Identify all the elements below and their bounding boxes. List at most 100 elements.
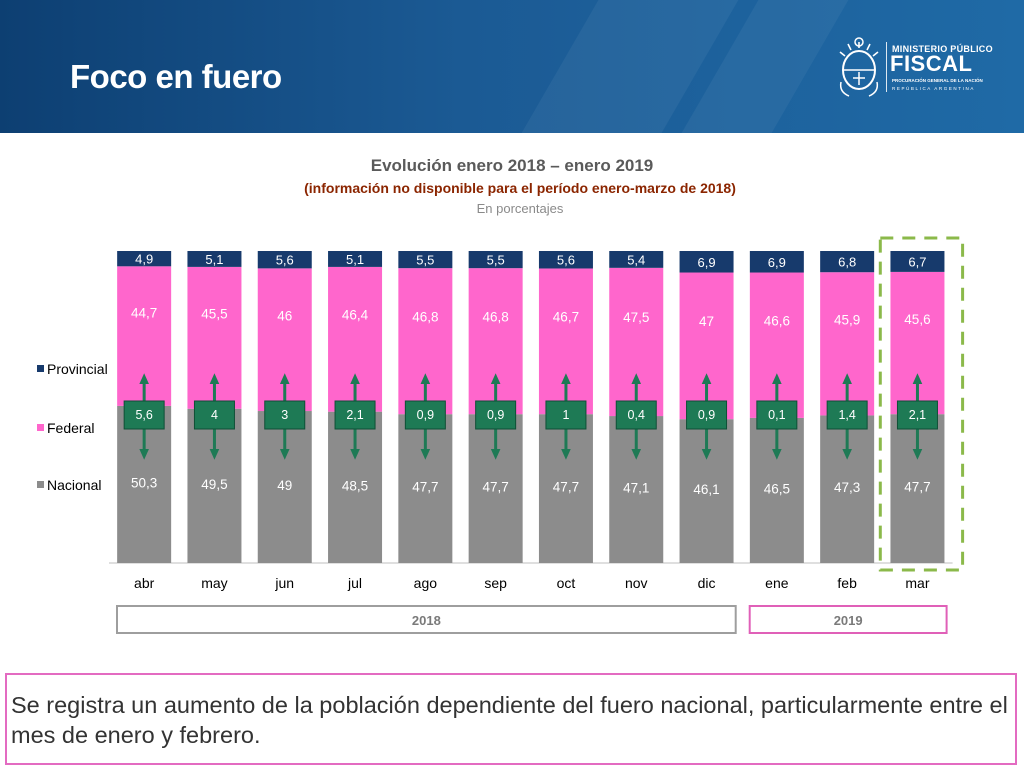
year-label-2018: 2018 [412,613,441,628]
tick-label-sep: sep [484,575,507,591]
tick-label-abr: abr [134,575,155,591]
tick-label-mar: mar [905,575,929,591]
bar-provincial-nov [609,251,664,268]
legend-swatch-nacional [37,481,44,488]
legend-swatch-provincial [37,365,44,372]
label-provincial-jul: 5,1 [346,252,364,267]
label-provincial-mar: 6,7 [908,254,926,269]
legend-swatch-federal [37,424,44,431]
bar-provincial-abr [117,251,172,267]
label-federal-nov: 47,5 [623,310,649,325]
diff-label-nov: 0,4 [628,408,645,422]
label-nacional-ene: 46,5 [764,481,790,496]
bar-provincial-may [187,251,242,267]
label-nacional-feb: 47,3 [834,480,860,495]
diff-label-mar: 2,1 [909,408,926,422]
bar-provincial-ene [749,251,804,273]
diff-box-may [193,400,235,430]
bar-provincial-ago [398,251,453,269]
label-nacional-ago: 47,7 [412,480,438,495]
label-provincial-ene: 6,9 [768,255,786,270]
label-provincial-oct: 5,6 [557,253,575,268]
logo-line-3: PROCURACIÓN GENERAL DE LA NACIÓN [892,78,983,83]
diff-box-sep [475,400,517,430]
conclusion-box: Se registra un aumento de la población d… [5,673,1017,765]
conclusion-text: Se registra un aumento de la población d… [11,692,1008,748]
bar-provincial-sep [468,251,523,269]
tick-label-jul: jul [347,575,362,591]
label-nacional-abr: 50,3 [131,475,157,490]
label-nacional-may: 49,5 [201,477,227,492]
logo-line-1: MINISTERIO PÚBLICO [892,44,993,54]
diff-box-dic [686,400,728,430]
tick-label-feb: feb [837,575,857,591]
label-federal-jun: 46 [277,308,292,323]
diff-box-nov [615,400,657,430]
diff-label-ene: 0,1 [768,408,785,422]
chart-subtitle: (información no disponible para el perío… [304,180,736,196]
label-provincial-ago: 5,5 [416,253,434,268]
diff-box-oct [545,400,587,430]
year-bracket-2019 [748,605,948,634]
diff-label-jun: 3 [281,408,288,422]
logo-line-2: FISCAL [890,51,973,76]
label-federal-dic: 47 [699,314,714,329]
legend-label-nacional: Nacional [47,477,101,493]
bar-provincial-jul [328,251,383,267]
diff-box-abr [123,400,165,430]
header-band: Foco en fuero MINISTERIO PÚBLICO FISCAL … [0,0,1024,133]
label-federal-ene: 46,6 [764,314,790,329]
label-provincial-abr: 4,9 [135,252,153,267]
tick-label-oct: oct [557,575,576,591]
diff-box-feb [826,400,868,430]
label-provincial-may: 5,1 [205,252,223,267]
label-nacional-jun: 49 [277,478,292,493]
diff-label-may: 4 [211,408,218,422]
year-label-2019: 2019 [834,613,863,628]
coat-of-arms-icon [839,37,879,97]
tick-label-dic: dic [698,575,716,591]
diff-label-ago: 0,9 [417,408,434,422]
tick-label-ene: ene [765,575,789,591]
diff-box-jun [264,400,306,430]
diff-label-abr: 5,6 [135,408,152,422]
label-federal-feb: 45,9 [834,312,860,327]
highlight-box-mar [878,236,965,572]
tick-label-may: may [201,575,227,591]
tick-label-ago: ago [414,575,438,591]
label-federal-may: 45,5 [201,307,227,322]
diff-label-sep: 0,9 [487,408,504,422]
label-federal-oct: 46,7 [553,310,579,325]
label-provincial-dic: 6,9 [698,255,716,270]
label-provincial-nov: 5,4 [627,252,645,267]
year-bracket-2018 [116,605,737,634]
diff-label-oct: 1 [562,408,569,422]
page-title: Foco en fuero [70,58,282,95]
label-federal-abr: 44,7 [131,305,157,320]
label-federal-mar: 45,6 [904,312,930,327]
diff-box-ene [756,400,798,430]
chart-note: En porcentajes [477,201,564,216]
logo-line-4: REPÚBLICA ARGENTINA [892,86,975,91]
bar-provincial-oct [538,251,593,269]
label-nacional-jul: 48,5 [342,478,368,493]
label-provincial-feb: 6,8 [838,255,856,270]
tick-label-jun: jun [274,575,294,591]
label-nacional-dic: 46,1 [693,482,719,497]
label-federal-ago: 46,8 [412,309,438,324]
diff-box-mar [896,400,938,430]
diff-box-ago [404,400,446,430]
tick-label-nov: nov [625,575,648,591]
label-federal-sep: 46,8 [483,309,509,324]
diff-label-dic: 0,9 [698,408,715,422]
bar-provincial-jun [257,251,312,269]
ministerio-logo: MINISTERIO PÚBLICO FISCAL PROCURACIÓN GE… [835,30,995,102]
label-nacional-sep: 47,7 [483,480,509,495]
label-nacional-nov: 47,1 [623,481,649,496]
diff-label-feb: 1,4 [838,408,855,422]
chart-title: Evolución enero 2018 – enero 2019 [371,156,654,175]
diff-box-jul [334,400,376,430]
legend-label-federal: Federal [47,420,94,436]
bar-provincial-dic [679,251,734,273]
bar-provincial-mar [890,251,945,272]
